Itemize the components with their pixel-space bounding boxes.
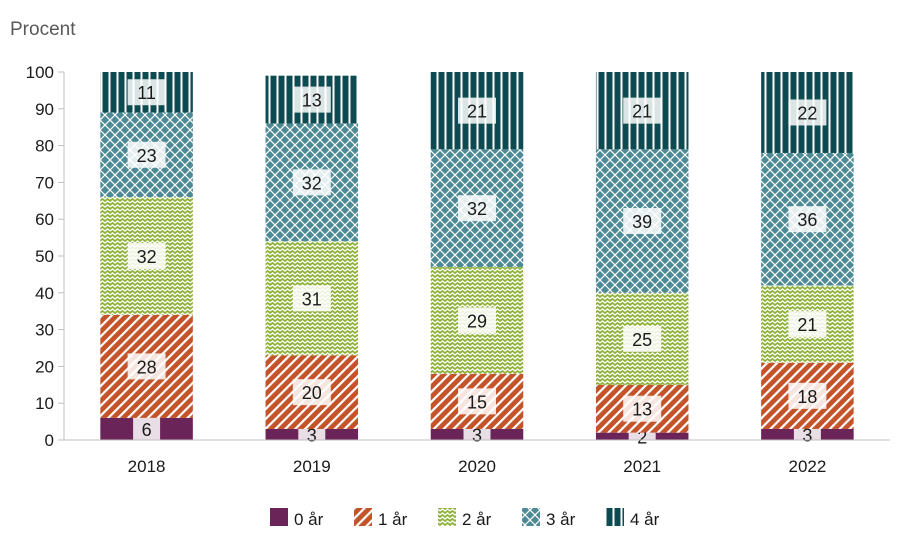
legend-label: 1 år bbox=[378, 510, 408, 529]
y-tick-label: 10 bbox=[35, 394, 54, 413]
legend-item: 3 år bbox=[522, 508, 576, 529]
x-tick-label: 2019 bbox=[293, 457, 331, 476]
data-label: 13 bbox=[632, 400, 652, 420]
data-label: 21 bbox=[632, 102, 652, 122]
legend-swatch bbox=[354, 508, 372, 526]
data-label: 32 bbox=[137, 247, 157, 267]
data-label-box bbox=[127, 141, 166, 168]
data-label: 32 bbox=[302, 173, 322, 193]
data-label: 3 bbox=[307, 425, 317, 445]
data-label-box bbox=[292, 86, 331, 113]
bar-stack-2018: 6 28 32 23 11 bbox=[100, 72, 193, 442]
legend-item: 2 år bbox=[438, 508, 492, 529]
y-tick-label: 90 bbox=[35, 100, 54, 119]
y-tick-label: 20 bbox=[35, 357, 54, 376]
data-label-box bbox=[788, 99, 827, 126]
data-label: 6 bbox=[142, 420, 152, 440]
data-label: 21 bbox=[467, 102, 487, 122]
data-label: 11 bbox=[137, 83, 156, 103]
data-label: 3 bbox=[802, 425, 812, 445]
y-tick-label: 70 bbox=[35, 173, 54, 192]
data-label: 20 bbox=[302, 383, 322, 403]
legend-label: 4 år bbox=[630, 510, 660, 529]
data-label: 23 bbox=[137, 146, 157, 166]
y-tick-label: 0 bbox=[45, 431, 54, 450]
data-label-box bbox=[458, 195, 496, 222]
data-label-box bbox=[458, 388, 496, 415]
legend: 0 år 1 år 2 år 3 år 4 år bbox=[270, 508, 660, 529]
y-tick-label: 40 bbox=[35, 284, 54, 303]
legend-item: 1 år bbox=[354, 508, 408, 529]
y-axis: 0 10 20 30 40 50 60 70 80 90 100 bbox=[26, 63, 65, 450]
legend-swatch bbox=[438, 508, 456, 526]
data-label-box bbox=[788, 206, 827, 233]
data-label: 13 bbox=[302, 91, 322, 111]
data-label: 31 bbox=[302, 289, 322, 309]
data-label: 21 bbox=[797, 315, 817, 335]
legend-swatch bbox=[270, 508, 288, 526]
y-tick-label: 80 bbox=[35, 137, 54, 156]
data-label: 36 bbox=[797, 210, 817, 230]
y-tick-label: 30 bbox=[35, 321, 54, 340]
legend-label: 0 år bbox=[294, 510, 324, 529]
bar-stack-2021: 2 13 25 39 21 bbox=[595, 72, 689, 450]
x-tick-label: 2018 bbox=[128, 457, 166, 476]
x-tick-label: 2021 bbox=[623, 457, 661, 476]
legend-label: 3 år bbox=[546, 510, 576, 529]
data-label: 3 bbox=[472, 425, 482, 445]
data-label-box bbox=[623, 97, 662, 124]
data-label: 18 bbox=[797, 387, 817, 407]
data-label-box bbox=[292, 169, 331, 196]
legend-swatch bbox=[522, 508, 540, 526]
y-tick-label: 100 bbox=[26, 63, 54, 82]
legend-item: 4 år bbox=[606, 508, 660, 529]
data-label-box bbox=[127, 79, 166, 106]
data-label-box bbox=[292, 379, 331, 406]
data-label-box bbox=[623, 325, 662, 352]
data-label: 32 bbox=[467, 199, 487, 219]
data-label: 29 bbox=[467, 311, 487, 331]
data-label-box bbox=[788, 311, 827, 338]
data-label-box bbox=[623, 395, 662, 422]
data-label-box bbox=[127, 243, 166, 269]
y-axis-title: Procent bbox=[10, 19, 76, 40]
data-label: 39 bbox=[632, 212, 652, 232]
data-label: 15 bbox=[467, 392, 487, 412]
legend-label: 2 år bbox=[462, 510, 492, 529]
bar-stack-2020: 3 15 29 32 21 bbox=[430, 72, 524, 448]
data-label: 2 bbox=[637, 427, 647, 447]
data-label-box bbox=[458, 97, 496, 124]
data-label: 25 bbox=[632, 330, 652, 350]
data-label: 22 bbox=[797, 103, 817, 123]
bar-stack-2019: 3 20 31 32 13 bbox=[265, 75, 359, 448]
bar-stack-2022: 3 18 21 36 22 bbox=[761, 72, 854, 448]
data-label-box bbox=[292, 285, 331, 312]
x-tick-label: 2020 bbox=[458, 457, 496, 476]
legend-item: 0 år bbox=[270, 508, 324, 529]
data-label-box bbox=[458, 307, 496, 334]
data-label-box bbox=[788, 382, 827, 409]
data-label-box bbox=[623, 208, 662, 235]
bars: 6283223113203132133152932212132539213182… bbox=[100, 72, 854, 450]
y-tick-label: 60 bbox=[35, 210, 54, 229]
data-label: 28 bbox=[137, 357, 157, 377]
legend-swatch bbox=[606, 508, 624, 526]
data-label-box bbox=[127, 353, 166, 380]
y-tick-label: 50 bbox=[35, 247, 54, 266]
data-label-box bbox=[133, 415, 161, 442]
x-tick-label: 2022 bbox=[788, 457, 826, 476]
x-axis: 2018 2019 2020 2021 2022 bbox=[64, 439, 890, 476]
